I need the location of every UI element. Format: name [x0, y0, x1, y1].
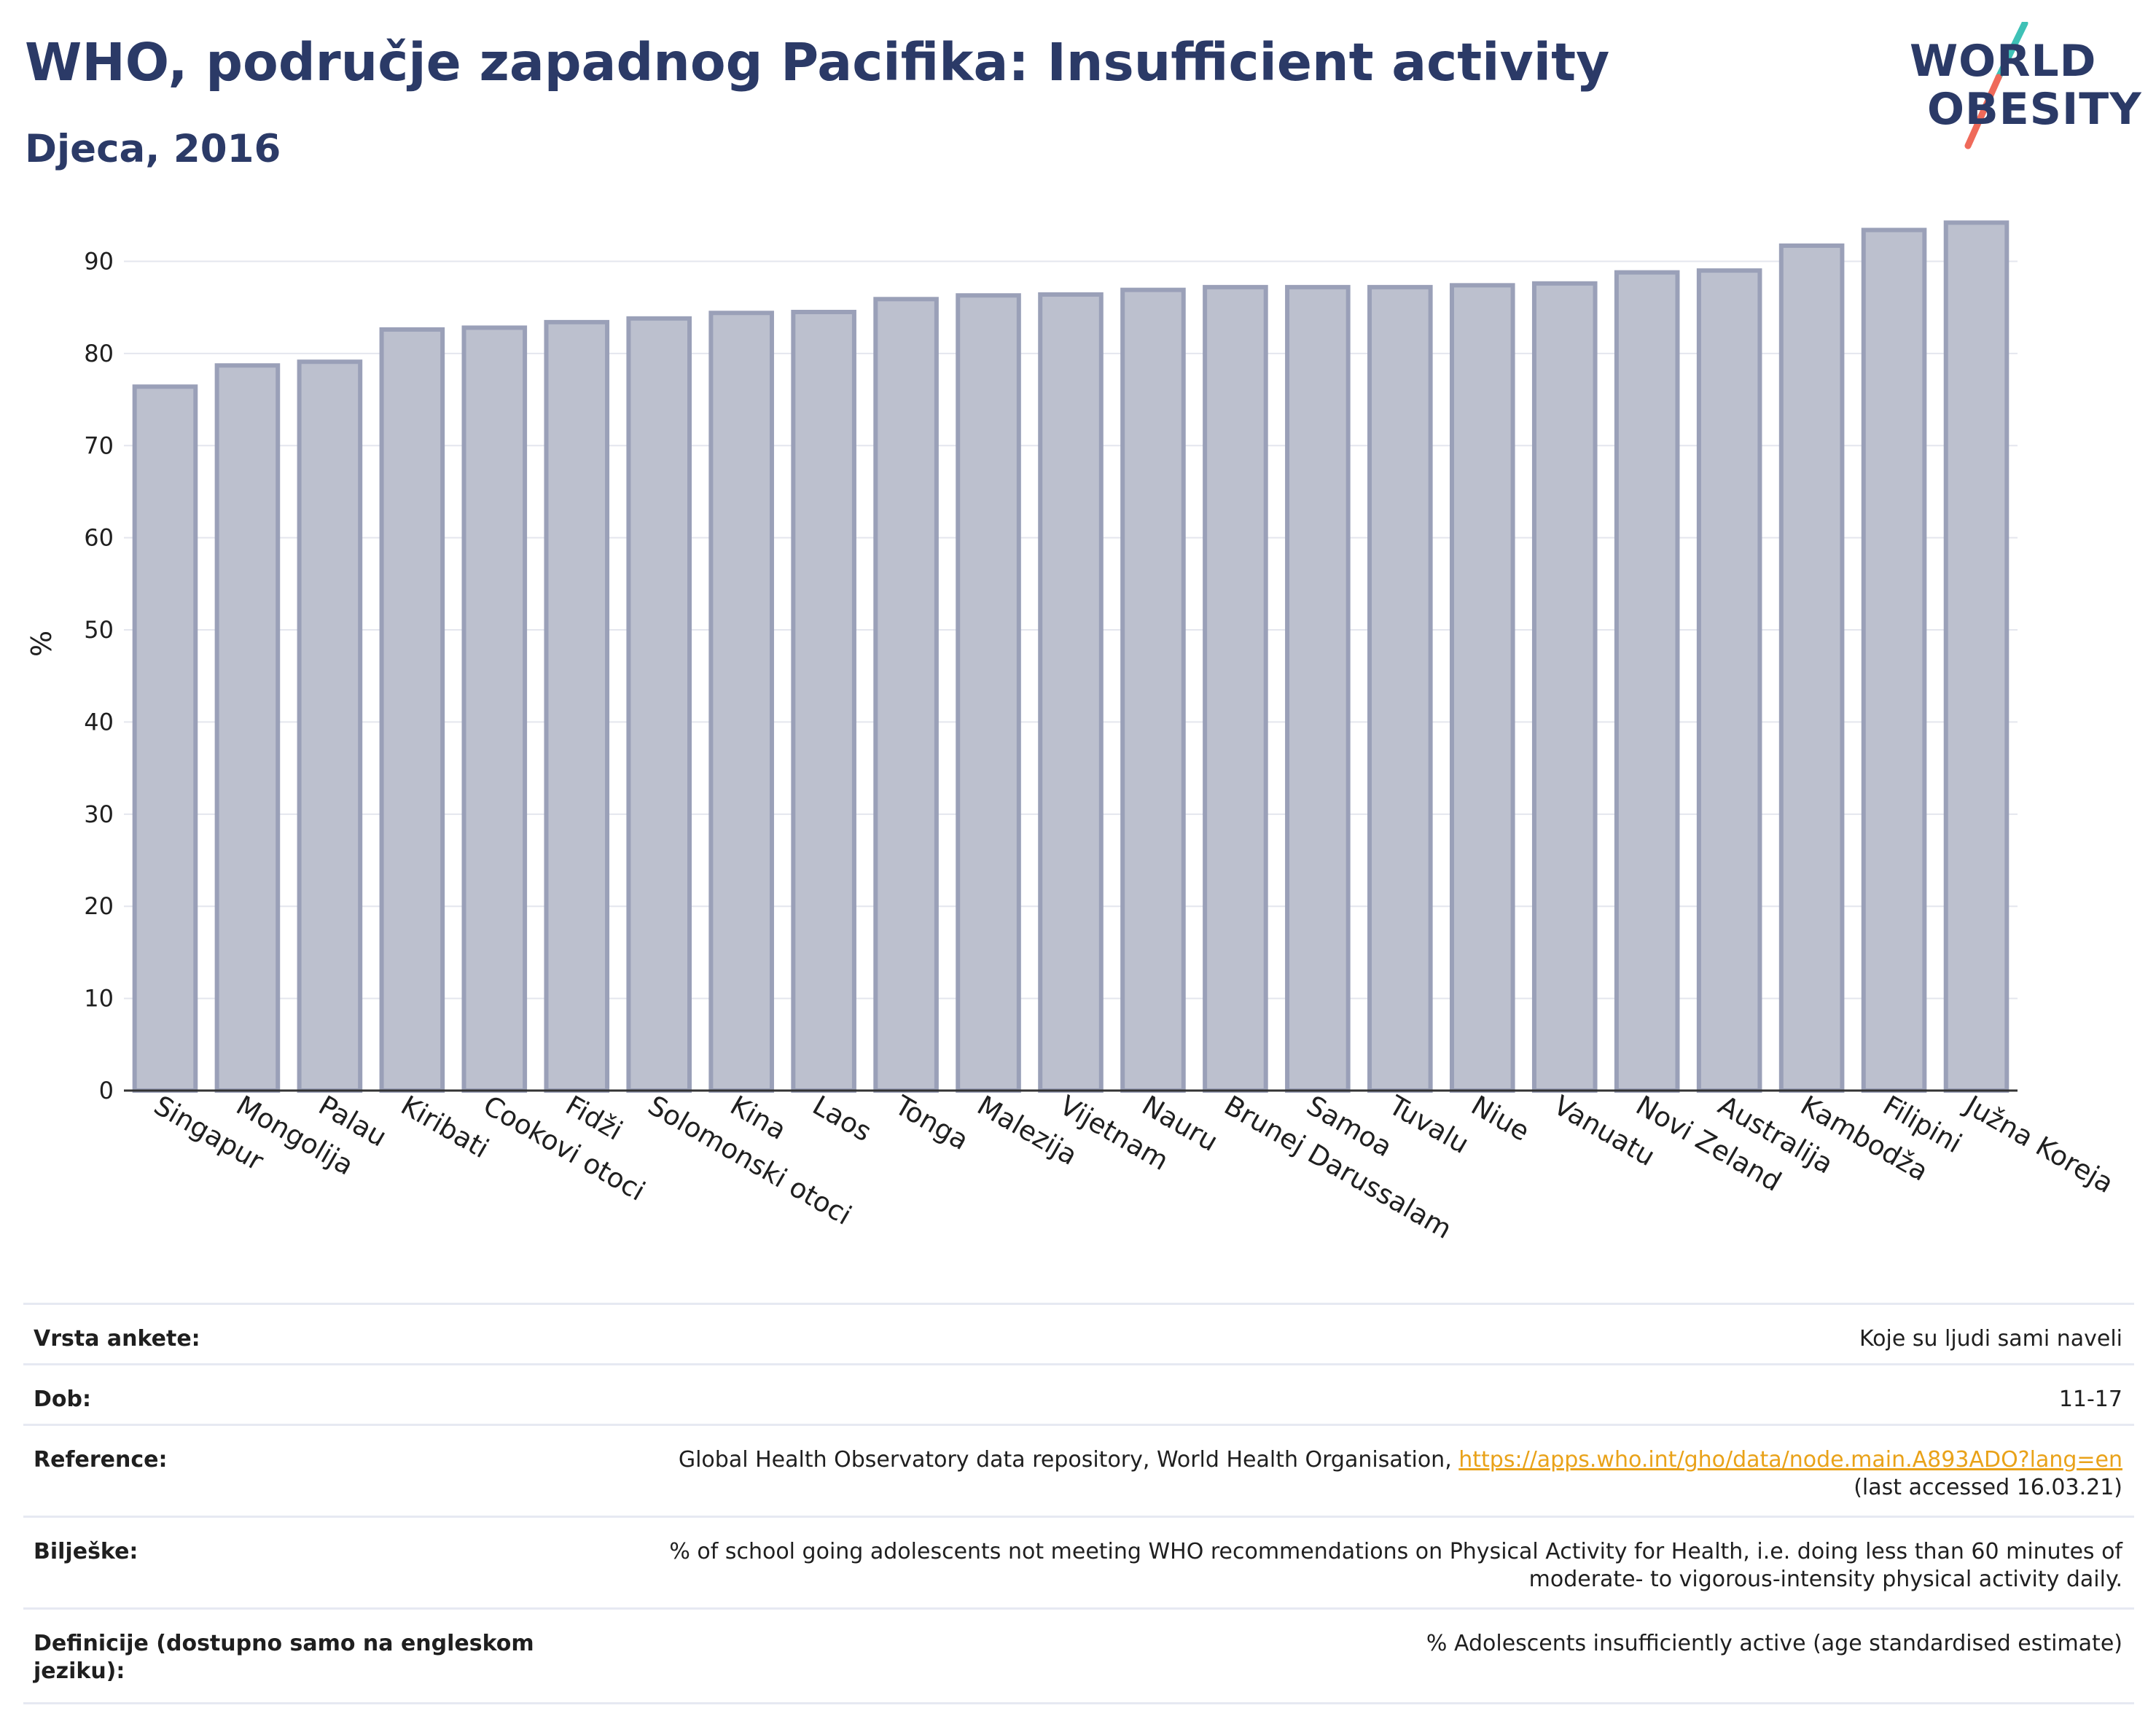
bar: [132, 384, 198, 1093]
info-value-definitions: % Adolescents insufficiently active (age…: [1426, 1631, 2122, 1656]
y-tick-label: 20: [84, 892, 114, 920]
bar: [1285, 284, 1351, 1093]
logo-text-obesity: OBESITY: [1927, 84, 2142, 135]
info-label-definitions: Definicije (dostupno samo na engleskom j…: [34, 1631, 534, 1684]
info-value-reference: Global Health Observatory data repositor…: [555, 1446, 2122, 1501]
bar: [1531, 281, 1598, 1093]
bar: [544, 319, 610, 1093]
y-tick-label: 50: [84, 616, 114, 644]
info-row-definitions: Definicije (dostupno samo na engleskom j…: [23, 1607, 2134, 1702]
info-value-age: 11-17: [2058, 1387, 2122, 1412]
bar: [1696, 268, 1762, 1093]
bar: [791, 309, 856, 1093]
info-row-survey-type: Vrsta ankete: Koje su ljudi sami naveli: [23, 1303, 2134, 1363]
info-row-reference: Reference: Global Health Observatory dat…: [23, 1424, 2134, 1516]
bar: [1943, 220, 2009, 1093]
bar: [1120, 287, 1186, 1093]
world-obesity-logo[interactable]: WORLD OBESITY: [1895, 22, 2143, 153]
bar: [1449, 283, 1515, 1093]
y-tick-label: 70: [84, 432, 114, 459]
info-row-notes: Bilješke: % of school going adolescents …: [23, 1516, 2134, 1607]
bar: [1778, 243, 1845, 1093]
info-table: Vrsta ankete: Koje su ljudi sami naveli …: [23, 1303, 2134, 1704]
bar: [1203, 284, 1268, 1093]
reference-accessed: (last accessed 16.03.21): [1854, 1474, 2122, 1500]
bar: [1861, 227, 1927, 1093]
x-tick-label: Kiribati: [396, 1090, 494, 1165]
bar-chart: 0102030405060708090%SingapurMongolijaPal…: [26, 220, 2119, 1245]
x-tick-label: Južna Koreja: [1958, 1089, 2119, 1200]
y-axis-label: %: [26, 631, 58, 657]
bar: [873, 297, 939, 1093]
y-tick-label: 60: [84, 524, 114, 552]
info-table-bottom-border: [23, 1702, 2134, 1704]
info-row-age: Dob: 11-17: [23, 1363, 2134, 1424]
reference-link[interactable]: https://apps.who.int/gho/data/node.main.…: [1458, 1447, 2122, 1473]
logo-slash-icon: [1964, 22, 2028, 149]
info-label-age: Dob:: [34, 1387, 91, 1412]
bar: [1038, 292, 1104, 1093]
x-tick-label: Cookovi otoci: [478, 1090, 650, 1207]
bar: [956, 293, 1021, 1093]
y-tick-label: 80: [84, 340, 114, 367]
info-label-survey-type: Vrsta ankete:: [34, 1326, 200, 1352]
bar: [214, 363, 281, 1093]
bar: [1367, 284, 1433, 1093]
bar: [297, 359, 363, 1093]
logo-text-world: WORLD: [1910, 36, 2097, 87]
chart-title: WHO, područje zapadnog Pacifika: Insuffi…: [25, 32, 1610, 93]
info-value-notes: % of school going adolescents not meetin…: [669, 1539, 2122, 1592]
x-tick-label: Tonga: [889, 1089, 974, 1156]
x-tick-label: Laos: [808, 1090, 877, 1148]
x-tick-label: Niue: [1466, 1090, 1534, 1147]
info-value-survey-type: Koje su ljudi sami naveli: [1859, 1326, 2122, 1352]
y-tick-label: 90: [84, 247, 114, 275]
x-tick-label: Tuvalu: [1383, 1089, 1474, 1160]
chart-subtitle: Djeca, 2016: [25, 127, 281, 171]
info-label-notes: Bilješke:: [34, 1539, 138, 1564]
bar: [1614, 270, 1680, 1093]
y-tick-label: 0: [99, 1077, 114, 1104]
bar: [626, 316, 692, 1093]
info-label-reference: Reference:: [34, 1447, 168, 1473]
y-tick-label: 30: [84, 800, 114, 828]
bar: [708, 311, 774, 1093]
y-tick-label: 40: [84, 708, 114, 736]
bar: [461, 325, 528, 1093]
reference-text: Global Health Observatory data repositor…: [678, 1447, 1459, 1473]
y-tick-label: 10: [84, 985, 114, 1013]
bar: [379, 327, 445, 1093]
